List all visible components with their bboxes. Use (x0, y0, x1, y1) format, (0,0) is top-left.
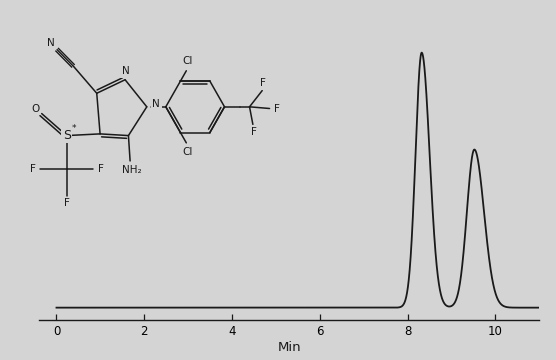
Text: S: S (63, 129, 71, 142)
Text: F: F (64, 198, 70, 208)
Text: F: F (30, 165, 36, 174)
Text: N: N (47, 38, 54, 48)
Text: N: N (122, 66, 130, 76)
Text: F: F (260, 78, 266, 88)
Text: Cl: Cl (182, 147, 193, 157)
Text: F: F (274, 104, 280, 113)
Text: N: N (152, 99, 160, 109)
Text: F: F (98, 165, 103, 174)
Text: F: F (251, 127, 256, 137)
Text: O: O (31, 104, 39, 113)
Text: Cl: Cl (182, 56, 193, 66)
Text: *: * (72, 123, 76, 132)
X-axis label: Min: Min (277, 341, 301, 354)
Text: NH₂: NH₂ (122, 166, 142, 175)
